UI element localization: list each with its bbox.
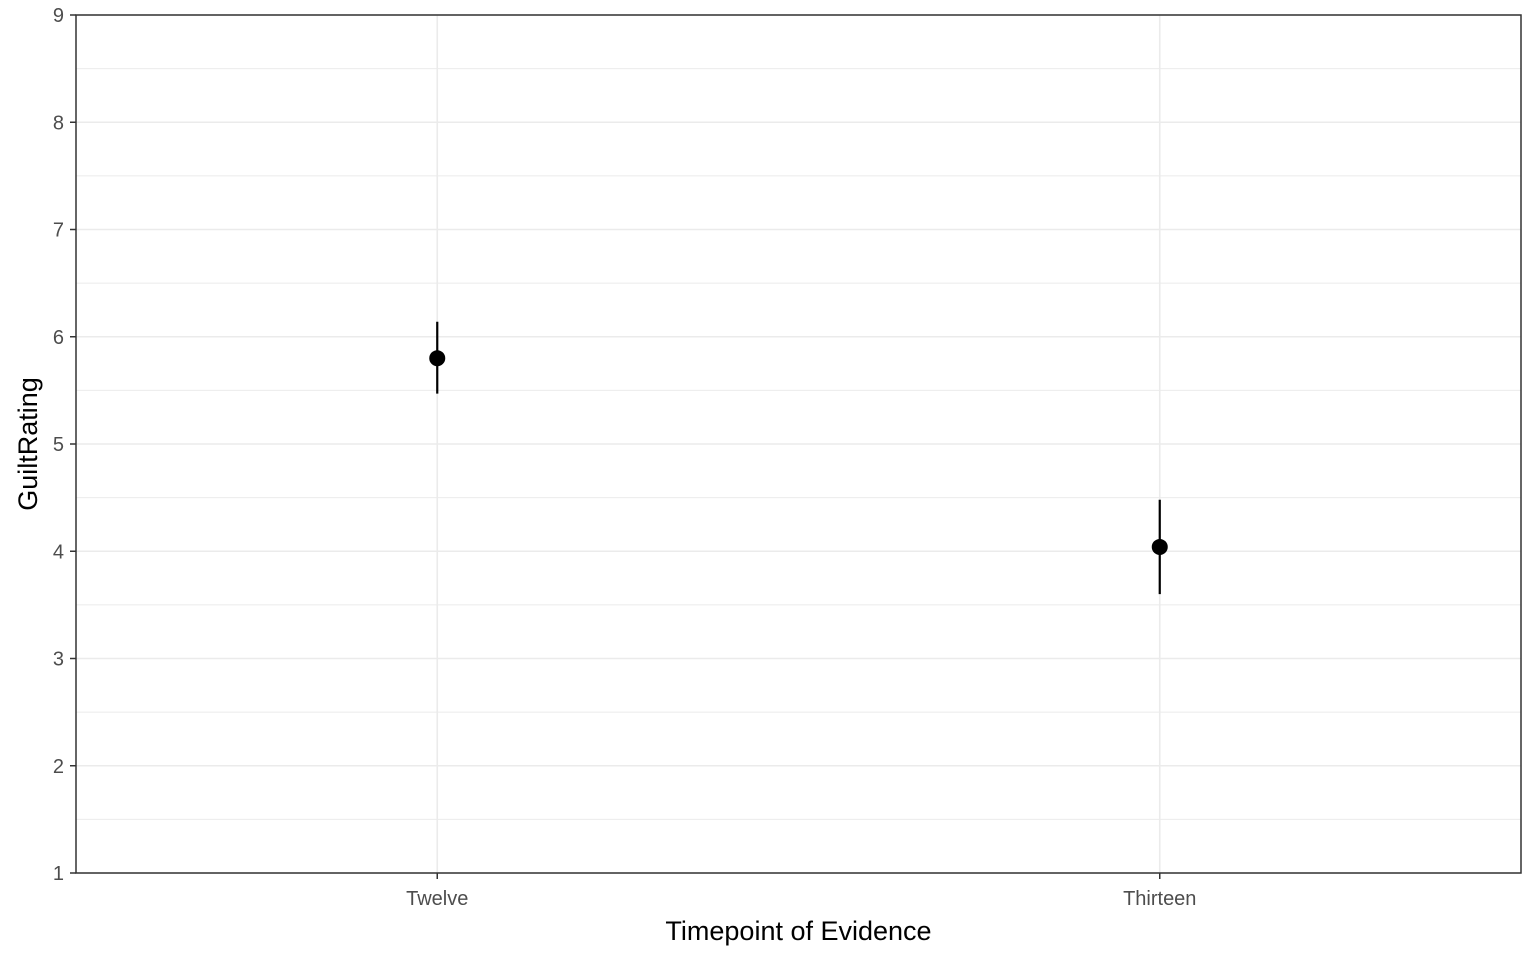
y-tick-label: 4 [53,541,64,563]
minor-gridlines [76,68,1521,820]
y-tick-label: 8 [53,112,64,134]
y-tick-label: 1 [53,863,64,885]
mean-point [1151,538,1168,555]
y-tick-label: 5 [53,434,64,456]
y-tick-label: 2 [53,756,64,778]
y-tick-label: 7 [53,220,64,242]
mean-point [429,350,446,367]
x-axis-title: Timepoint of Evidence [665,916,931,946]
y-axis-title: GuiltRating [13,377,43,511]
y-tick-label: 9 [53,5,64,27]
x-tick-label: Thirteen [1123,888,1196,910]
x-axis-ticks: Twelve Thirteen [406,873,1196,910]
y-tick-label: 6 [53,327,64,349]
y-tick-label: 3 [53,649,64,671]
y-axis-ticks: 1 2 3 4 5 6 7 8 9 [53,5,76,885]
data-points [429,350,1168,555]
x-tick-label: Twelve [406,888,468,910]
